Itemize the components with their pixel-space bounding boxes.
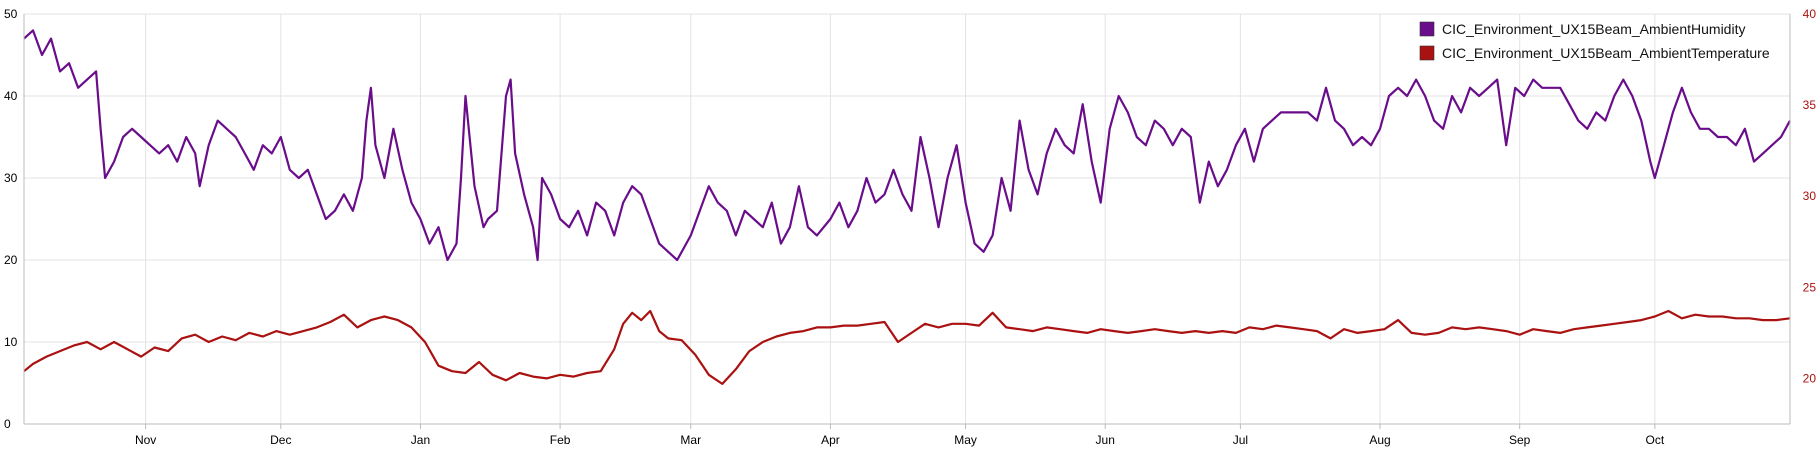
series-line-humidity[interactable] <box>23 29 1791 262</box>
x-tick-label: Nov <box>135 433 156 447</box>
x-tick-label: Jan <box>411 433 430 447</box>
legend-label[interactable]: CIC_Environment_UX15Beam_AmbientHumidity <box>1442 21 1745 37</box>
series-line-temperature[interactable] <box>23 309 1791 385</box>
series-layer <box>23 29 1791 385</box>
x-tick-label: Mar <box>680 433 701 447</box>
y-right-tick-label: 20 <box>1803 371 1817 385</box>
x-tick-label: Dec <box>270 433 291 447</box>
y-left-tick-label: 20 <box>4 253 18 267</box>
x-tick-label: Jul <box>1233 433 1248 447</box>
x-tick-label: May <box>954 433 977 447</box>
y-left-tick-label: 40 <box>4 89 18 103</box>
y-right-tick-label: 25 <box>1803 280 1817 294</box>
x-tick-label: Sep <box>1509 433 1531 447</box>
y-left-tick-label: 0 <box>4 417 11 431</box>
x-tick-label: Aug <box>1369 433 1390 447</box>
y-right-tick-label: 40 <box>1803 7 1817 21</box>
legend-swatch[interactable] <box>1419 21 1435 37</box>
y-left-tick-label: 50 <box>4 7 18 21</box>
y-left-tick-label: 30 <box>4 171 18 185</box>
x-tick-label: Apr <box>821 433 840 447</box>
legend-label[interactable]: CIC_Environment_UX15Beam_AmbientTemperat… <box>1442 45 1770 61</box>
y-right-tick-label: 35 <box>1803 98 1817 112</box>
x-tick-label: Feb <box>550 433 571 447</box>
legend-swatch[interactable] <box>1419 45 1435 61</box>
axes-layer: Nov Dec Jan Feb Mar Apr May Jun Jul Aug Sep Oct 0 10 2… <box>4 7 1816 447</box>
legend[interactable]: CIC_Environment_UX15Beam_AmbientHumidity… <box>1419 21 1770 61</box>
x-tick-label: Oct <box>1646 433 1665 447</box>
y-right-tick-label: 30 <box>1803 189 1817 203</box>
y-left-tick-label: 10 <box>4 335 18 349</box>
x-tick-label: Jun <box>1096 433 1115 447</box>
